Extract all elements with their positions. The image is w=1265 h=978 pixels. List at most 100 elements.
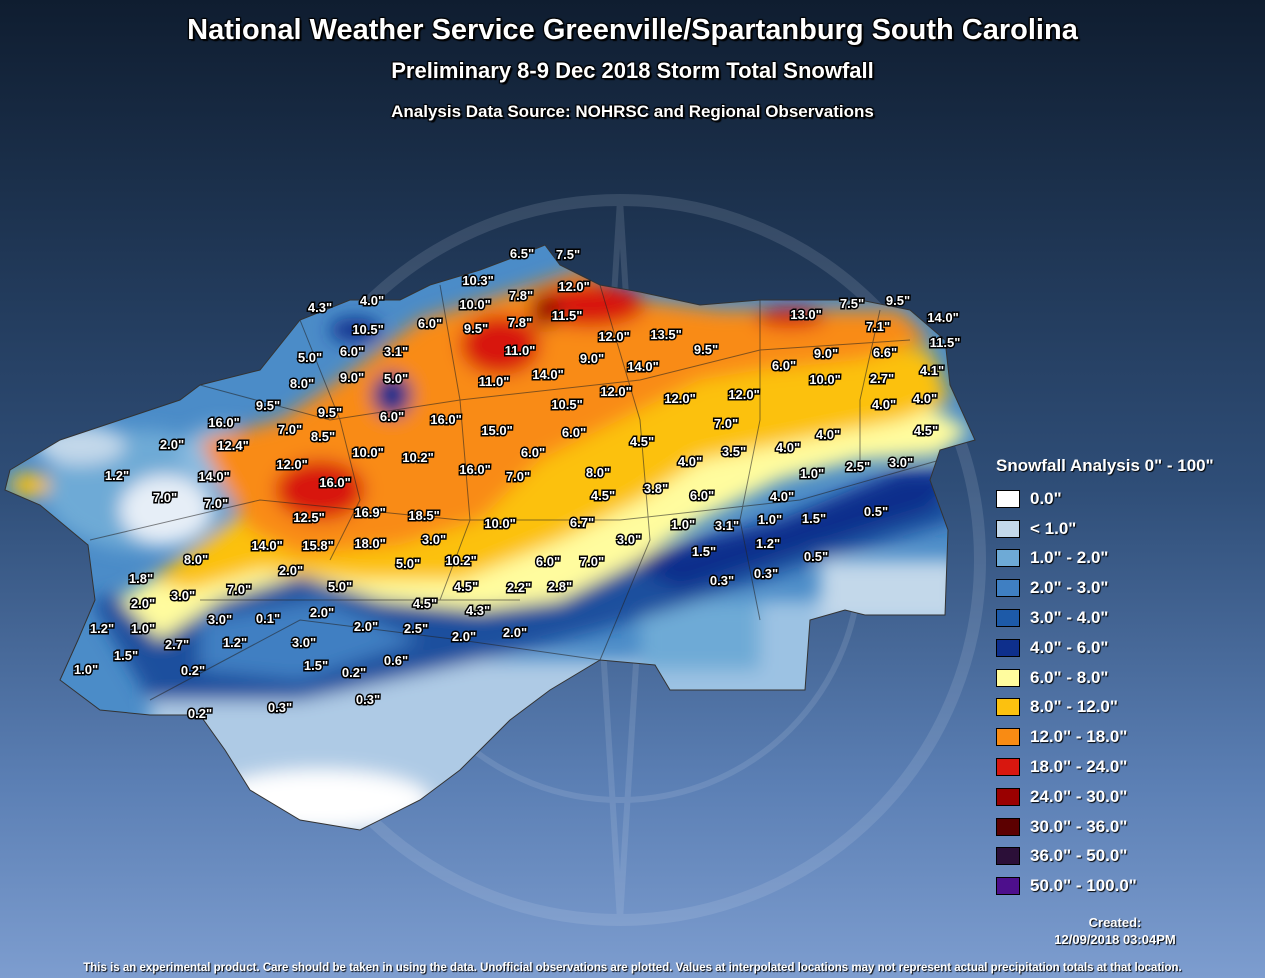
snowfall-observation: 16.0" [430,412,461,427]
snowfall-observation: 2.0" [452,629,476,644]
legend-label: 24.0" - 30.0" [1030,786,1128,806]
snowfall-observation: 1.0" [131,621,155,636]
snowfall-observation: 11.0" [505,343,536,358]
snowfall-observation: 3.1" [715,518,739,533]
snowfall-observation: 5.0" [328,579,352,594]
snowfall-observation: 0.1" [256,611,280,626]
snowfall-observation: 9.5" [694,342,718,357]
snowfall-observation: 6.0" [418,316,442,331]
snowfall-observation: 16.0" [208,415,239,430]
legend-item: 0.0" [996,484,1214,514]
snowfall-observation: 4.0" [816,427,840,442]
snowfall-observation: 0.3" [356,692,380,707]
snowfall-observation: 6.6" [873,345,897,360]
snowfall-observation: 2.0" [503,625,527,640]
snowfall-observation: 2.5" [846,459,870,474]
snowfall-observation: 7.0" [227,582,251,597]
snowfall-observation: 7.0" [580,554,604,569]
snowfall-observation: 9.5" [256,398,280,413]
legend-label: 12.0" - 18.0" [1030,727,1128,747]
snowfall-observation: 0.3" [710,573,734,588]
snowfall-observation: 4.5" [591,488,615,503]
snowfall-observation: 3.1" [384,344,408,359]
snowfall-observation: 3.0" [889,455,913,470]
legend-swatch [996,877,1020,896]
legend-swatch [996,519,1020,538]
snowfall-observation: 1.2" [105,468,129,483]
legend-swatch [996,549,1020,568]
snowfall-observation: 0.5" [864,504,888,519]
snowfall-observation: 1.0" [74,662,98,677]
snowfall-observation: 18.0" [354,536,385,551]
snowfall-observation: 7.8" [508,315,532,330]
snowfall-observation: 1.5" [114,648,138,663]
snowfall-observation: 6.0" [562,425,586,440]
snowfall-observation: 0.6" [384,653,408,668]
legend-item: 36.0" - 50.0" [996,842,1214,872]
snowfall-observation: 13.5" [650,327,681,342]
snowfall-observation: 6.0" [536,554,560,569]
snowfall-observation: 1.0" [671,517,695,532]
legend-item: 1.0" - 2.0" [996,544,1214,574]
snowfall-observation: 1.2" [756,536,780,551]
snowfall-observation: 10.0" [459,297,490,312]
snowfall-observation: 0.2" [181,663,205,678]
legend-label: 6.0" - 8.0" [1030,667,1109,687]
snowfall-observation: 2.7" [870,371,894,386]
snowfall-observation: 1.8" [129,571,153,586]
snowfall-observation: 7.8" [509,288,533,303]
snowfall-observation: 12.0" [600,384,631,399]
snowfall-observation: 3.0" [617,532,641,547]
snowfall-observation: 14.0" [927,310,958,325]
snowfall-observation: 10.2" [402,450,433,465]
snowfall-observation: 7.0" [714,416,738,431]
snowfall-observation: 4.3" [308,300,332,315]
legend-item: 18.0" - 24.0" [996,752,1214,782]
snowfall-observation: 3.8" [644,481,668,496]
legend-label: 3.0" - 4.0" [1030,608,1109,628]
snowfall-observation: 2.2" [507,580,531,595]
legend-swatch [996,787,1020,806]
snowfall-observation: 10.5" [551,397,582,412]
snowfall-observation: 16.0" [459,462,490,477]
snowfall-observation: 8.5" [311,429,335,444]
page-title: National Weather Service Greenville/Spar… [187,14,1078,46]
snowfall-observation: 4.5" [630,434,654,449]
snowfall-observation: 18.5" [408,508,439,523]
legend-item: 50.0" - 100.0" [996,871,1214,901]
snowfall-observation: 0.2" [188,706,212,721]
legend-label: 4.0" - 6.0" [1030,637,1109,657]
snowfall-observation: 2.5" [404,621,428,636]
legend-label: < 1.0" [1030,518,1077,538]
snowfall-observation: 16.9" [354,505,385,520]
snowfall-observation: 4.1" [920,363,944,378]
legend-item: 4.0" - 6.0" [996,633,1214,663]
data-source: Analysis Data Source: NOHRSC and Regiona… [391,102,874,121]
snowfall-observation: 6.0" [380,409,404,424]
snowfall-observation: 1.5" [802,511,826,526]
snowfall-observation: 5.0" [396,556,420,571]
snowfall-observation: 4.0" [776,440,800,455]
snowfall-observation: 8.0" [184,552,208,567]
snowfall-observation: 4.0" [913,391,937,406]
snowfall-observation: 7.0" [204,496,228,511]
snowfall-observation: 4.0" [770,489,794,504]
snowfall-observation: 1.5" [692,544,716,559]
snowfall-observation: 0.2" [342,665,366,680]
legend-swatch [996,668,1020,687]
snowfall-observation: 7.5" [840,296,864,311]
legend-item: 8.0" - 12.0" [996,693,1214,723]
snowfall-observation: 12.0" [276,457,307,472]
legend-title: Snowfall Analysis 0" - 100" [996,456,1214,475]
snowfall-observation: 4.5" [413,596,437,611]
snowfall-observation: 13.0" [790,307,821,322]
legend-item: 3.0" - 4.0" [996,603,1214,633]
snowfall-observation: 0.3" [754,566,778,581]
legend-label: 0.0" [1030,488,1062,508]
legend-label: 8.0" - 12.0" [1030,697,1118,717]
created-label: Created: [1088,915,1142,930]
snowfall-observation: 15.0" [481,423,512,438]
snowfall-observation: 3.0" [292,635,316,650]
legend-label: 30.0" - 36.0" [1030,816,1128,836]
snowfall-observation: 8.0" [586,465,610,480]
